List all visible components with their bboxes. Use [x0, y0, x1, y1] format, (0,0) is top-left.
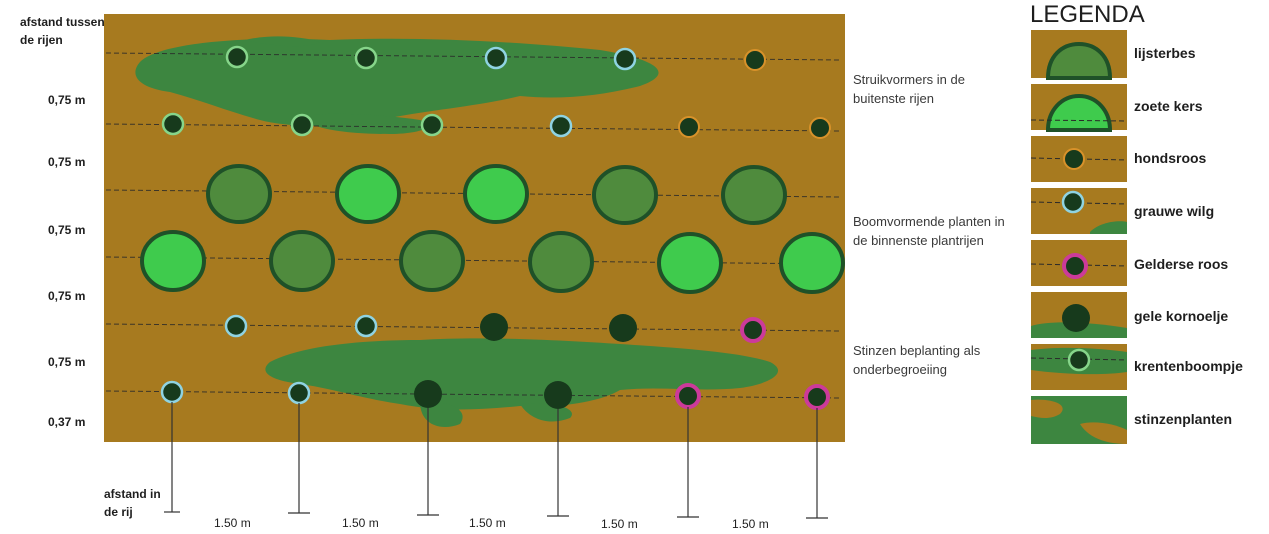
col-spacing-labels: 1.50 m 1.50 m 1.50 m 1.50 m 1.50 m — [214, 516, 769, 531]
plant-row-2 — [161, 112, 831, 139]
gele-kornoelje-plant — [544, 381, 572, 409]
in-row-header-line2: de rij — [104, 505, 133, 519]
lijsterbes-tree — [269, 230, 335, 292]
col-spacing-label: 1.50 m — [469, 516, 506, 530]
hondsroos-plant — [744, 49, 766, 71]
gele-kornoelje-plant — [609, 314, 637, 342]
grauwe-wilg-plant — [354, 314, 378, 338]
lijsterbes-tree — [528, 231, 594, 293]
zoete-kers-tree — [140, 230, 206, 292]
legend-label: hondsroos — [1134, 150, 1207, 166]
col-spacing-label: 1.50 m — [214, 516, 251, 530]
legend-label: lijsterbes — [1134, 45, 1196, 61]
lijsterbes-swatch — [1045, 41, 1113, 80]
grauwe-wilg-plant — [160, 380, 184, 404]
grauwe-wilg-plant — [484, 46, 508, 70]
hondsroos-plant — [678, 116, 700, 138]
row-spacing-labels: 0,75 m 0,75 m 0,75 m 0,75 m 0,75 m 0,37 … — [48, 93, 85, 429]
legend-label: grauwe wilg — [1134, 203, 1214, 219]
row-spacing-label: 0,75 m — [48, 223, 85, 237]
plant-row-6 — [160, 380, 830, 410]
description-line: Boomvormende planten in — [853, 214, 1005, 229]
plant-row-5 — [224, 313, 766, 343]
krentenboompje-plant — [225, 45, 249, 69]
krentenboompje-plant — [354, 46, 378, 70]
description-line: Struikvormers in de — [853, 72, 965, 87]
legend-item: lijsterbes — [1031, 30, 1196, 80]
hondsroos-plant — [809, 117, 831, 139]
zoete-kers-tree — [779, 232, 845, 294]
legend-label: stinzenplanten — [1134, 411, 1232, 427]
row-spacing-label: 0,75 m — [48, 155, 85, 169]
zoete-kers-tree — [463, 164, 529, 224]
row-spacing-label: 0,75 m — [48, 289, 85, 303]
krentenboompje-plant — [290, 113, 314, 137]
plant-row-4 — [140, 230, 845, 294]
zoete-kers-tree — [657, 232, 723, 294]
legend-item: stinzenplanten — [1031, 396, 1232, 444]
legend-item: krentenboompje — [1030, 344, 1243, 390]
legend: lijsterbes zoete kers hondsroos grauwe w… — [1030, 30, 1243, 444]
zoete-kers-swatch — [1045, 93, 1113, 132]
row-spacing-label: 0,75 m — [48, 93, 85, 107]
row-spacing-header-line2: de rijen — [20, 33, 63, 47]
row-spacing-label: 0,75 m — [48, 355, 85, 369]
description-line: onderbegroeiing — [853, 362, 947, 377]
lijsterbes-tree — [206, 164, 272, 224]
krentenboompje-plant — [420, 113, 444, 137]
legend-label: gele kornoelje — [1134, 308, 1228, 324]
in-row-spacing-markers — [164, 402, 828, 519]
description-line: de binnenste plantrijen — [853, 233, 984, 248]
legend-label: krentenboompje — [1134, 358, 1243, 374]
grauwe-wilg-plant — [287, 381, 311, 405]
col-spacing-label: 1.50 m — [601, 517, 638, 531]
legend-item: zoete kers — [1030, 84, 1203, 132]
col-spacing-label: 1.50 m — [342, 516, 379, 530]
legend-item: hondsroos — [1030, 136, 1207, 182]
gelderse-roos-plant — [804, 384, 830, 410]
gelderse-roos-plant — [675, 383, 701, 409]
grauwe-wilg-plant — [224, 314, 248, 338]
legend-title: LEGENDA — [1030, 1, 1145, 28]
legend-item: gele kornoelje — [1031, 292, 1228, 338]
grauwe-wilg-plant — [549, 114, 573, 138]
zone-descriptions: Struikvormers in de buitenste rijen Boom… — [853, 72, 1005, 377]
legend-item: grauwe wilg — [1030, 188, 1214, 234]
gelderse-roos-plant — [740, 317, 766, 343]
legend-item: Gelderse roos — [1030, 240, 1228, 286]
lijsterbes-tree — [721, 165, 787, 225]
grauwe-wilg-plant — [613, 47, 637, 71]
description-line: buitenste rijen — [853, 91, 934, 106]
description-line: Stinzen beplanting als — [853, 343, 981, 358]
lijsterbes-tree — [592, 165, 658, 225]
row-spacing-label: 0,37 m — [48, 415, 85, 429]
krentenboompje-plant — [161, 112, 185, 136]
row-spacing-header-line1: afstand tussen — [20, 15, 105, 29]
lijsterbes-tree — [399, 230, 465, 292]
zoete-kers-tree — [335, 164, 401, 224]
understory-top — [135, 36, 659, 134]
in-row-header-line1: afstand in — [104, 487, 161, 501]
plant-row-3 — [206, 164, 787, 225]
gele-kornoelje-plant — [480, 313, 508, 341]
legend-label: zoete kers — [1134, 98, 1203, 114]
legend-label: Gelderse roos — [1134, 256, 1228, 272]
plant-row-1 — [225, 45, 766, 71]
col-spacing-label: 1.50 m — [732, 517, 769, 531]
gele-kornoelje-plant — [414, 380, 442, 408]
